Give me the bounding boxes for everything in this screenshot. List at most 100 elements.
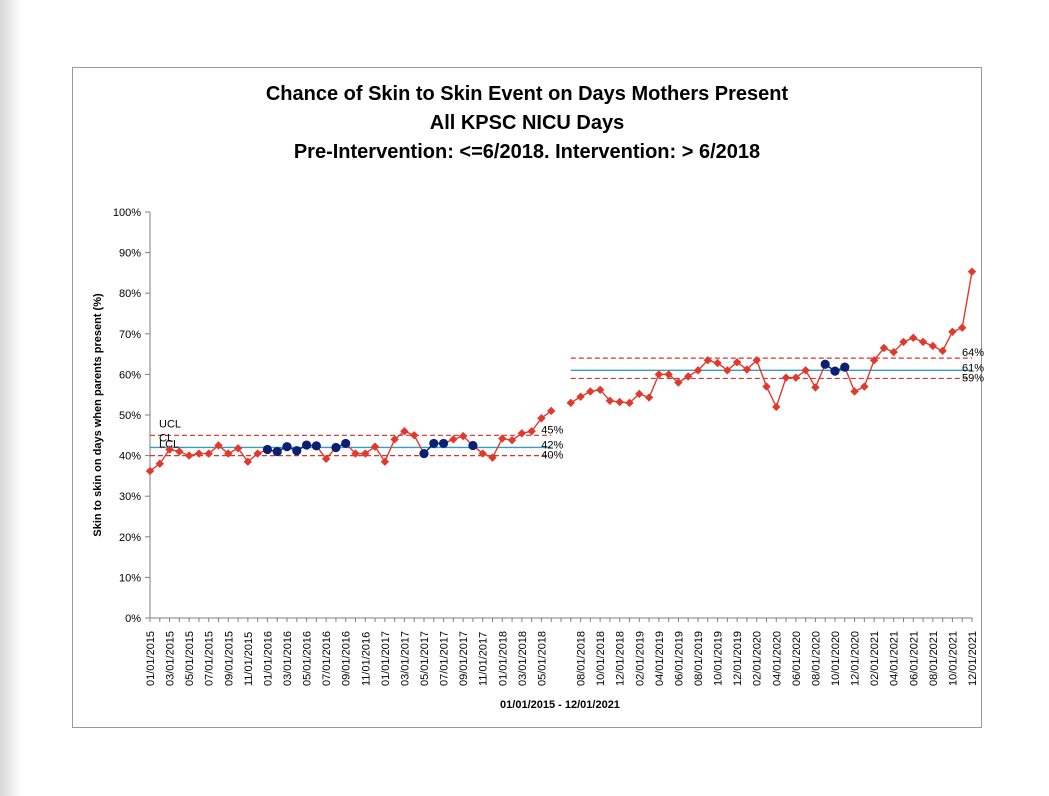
x-tick-label: 06/01/2021 — [908, 631, 920, 686]
y-tick-label: 80% — [119, 288, 141, 300]
data-point — [321, 454, 331, 464]
data-point — [165, 445, 174, 454]
x-tick-label: 10/01/2021 — [947, 631, 959, 686]
x-tick-label: 08/01/2019 — [693, 631, 705, 686]
x-tick-label: 02/01/2020 — [752, 631, 764, 686]
data-point — [488, 453, 497, 462]
data-point — [723, 366, 732, 375]
data-point-highlight — [830, 366, 840, 376]
data-point — [410, 431, 419, 440]
x-tick-label: 01/01/2016 — [262, 631, 274, 686]
data-point — [145, 466, 155, 476]
data-point-highlight — [840, 362, 850, 372]
chart-subtitle: All KPSC NICU Days — [429, 112, 625, 134]
data-point — [478, 449, 487, 458]
x-tick-label: 02/01/2021 — [869, 631, 881, 686]
data-point — [938, 346, 947, 356]
x-tick-label: 07/01/2017 — [439, 631, 451, 686]
chart-subtitle-2: Pre-Intervention: <=6/2018. Intervention… — [293, 141, 761, 163]
data-point — [233, 444, 243, 453]
data-point — [889, 347, 898, 357]
data-point — [586, 387, 595, 396]
cl-name-label: CL — [159, 432, 173, 444]
data-point — [958, 323, 967, 332]
x-axis-title: 01/01/2015 - 12/01/2021 — [500, 699, 620, 711]
x-tick-label: 03/01/2018 — [517, 631, 529, 686]
x-tick-label: 05/01/2015 — [184, 631, 196, 686]
lcl-value-label: 40% — [541, 450, 563, 462]
data-point — [566, 398, 575, 408]
series-line-segment — [648, 374, 660, 398]
y-tick-label: 100% — [113, 207, 141, 219]
x-tick-label: 05/01/2017 — [419, 631, 431, 686]
data-point — [860, 382, 869, 391]
data-point — [791, 373, 801, 382]
series-line-segment — [805, 369, 817, 388]
data-point-highlight — [429, 438, 439, 449]
x-tick-label: 10/01/2018 — [595, 631, 607, 686]
data-point — [928, 341, 938, 351]
data-point-highlight — [282, 442, 292, 452]
data-point-highlight — [341, 438, 351, 449]
data-point — [713, 358, 722, 368]
x-tick-label: 11/01/2015 — [243, 632, 255, 686]
series-line-segment — [765, 386, 777, 408]
data-point-highlight — [272, 446, 282, 457]
data-point — [674, 378, 683, 387]
series-line-segment — [863, 359, 875, 387]
data-point-highlight — [820, 359, 830, 369]
data-point — [527, 427, 536, 436]
data-point-highlight — [311, 441, 321, 451]
cl-value-label: 42% — [541, 439, 563, 451]
data-point — [909, 333, 918, 343]
x-tick-label: 12/01/2019 — [732, 631, 744, 686]
y-tick-label: 70% — [119, 329, 141, 341]
series-line-segment — [384, 439, 396, 462]
data-point — [772, 402, 781, 412]
data-point-highlight — [301, 440, 312, 450]
data-point — [850, 387, 859, 396]
x-tick-label: 09/01/2015 — [223, 631, 235, 686]
x-tick-label: 02/01/2019 — [634, 631, 646, 686]
data-point — [899, 337, 908, 347]
data-series — [145, 267, 977, 476]
data-point — [214, 441, 223, 450]
series-line-segment — [961, 271, 973, 328]
data-point — [498, 434, 507, 443]
data-point — [194, 449, 204, 458]
y-tick-label: 40% — [119, 451, 141, 463]
data-point — [184, 451, 194, 460]
data-point — [811, 383, 820, 392]
data-point — [703, 355, 712, 365]
data-point — [449, 435, 458, 444]
x-tick-label: 10/01/2019 — [713, 631, 725, 686]
data-point-highlight — [292, 446, 302, 456]
data-point — [175, 447, 184, 456]
data-point — [693, 366, 703, 375]
data-point — [400, 427, 409, 436]
x-tick-label: 04/01/2020 — [771, 631, 783, 686]
x-tick-label: 01/01/2018 — [497, 631, 509, 686]
x-tick-label: 07/01/2016 — [321, 631, 333, 686]
x-tick-label: 04/01/2019 — [654, 631, 666, 686]
data-point — [361, 449, 370, 458]
data-point — [380, 457, 390, 466]
ucl-value-label: 45% — [541, 424, 563, 436]
series-line-segment — [942, 331, 954, 352]
x-tick-label: 12/01/2020 — [850, 631, 862, 686]
data-point — [948, 327, 957, 336]
data-point — [752, 355, 761, 365]
series-line-segment — [775, 377, 787, 408]
x-tick-label: 12/01/2018 — [615, 631, 627, 686]
data-point-highlight — [331, 442, 341, 453]
y-axis-title: Skin to skin on days when parents presen… — [92, 293, 104, 537]
x-tick-label: 11/01/2016 — [360, 632, 372, 686]
x-tick-label: 12/01/2021 — [967, 631, 979, 686]
axes: 0% 10% 20% 30% 40% 50% 60% 70% 80% 90% 100% — [113, 207, 973, 625]
x-tick-label: 06/01/2019 — [673, 631, 685, 686]
data-point-highlight — [262, 444, 273, 455]
data-point — [644, 393, 654, 402]
x-tick-label: 09/01/2016 — [341, 631, 353, 686]
data-point — [547, 406, 556, 416]
